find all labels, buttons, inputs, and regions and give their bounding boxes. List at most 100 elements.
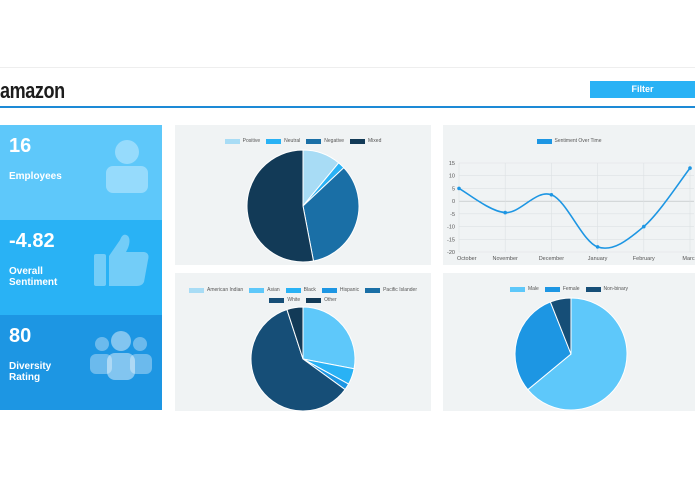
person-icon	[106, 140, 148, 193]
legend-swatch	[189, 288, 204, 293]
legend-swatch	[306, 297, 322, 303]
legend-swatch	[365, 288, 381, 293]
y-tick-label: -15	[447, 237, 455, 243]
x-tick-label: November	[493, 256, 519, 262]
pie-slice-non-binary[interactable]	[549, 297, 572, 355]
stat-label: Employees	[9, 171, 62, 182]
legend-label: Mixed	[368, 138, 382, 144]
legend-label: Non-binary	[603, 286, 628, 292]
legend-label: Black	[303, 287, 316, 293]
legend-item-male[interactable]: Male	[510, 286, 539, 292]
legend-label: Negative	[324, 138, 345, 144]
legend-swatch	[224, 138, 240, 144]
data-point-october[interactable]	[457, 186, 461, 191]
stat-value: 16	[9, 135, 32, 157]
filter-button[interactable]: Filter	[590, 81, 695, 98]
gender-pie-chart	[514, 297, 628, 411]
stat-label: Overall Sentiment	[9, 266, 58, 288]
legend-item-female[interactable]: Female	[544, 286, 580, 292]
legend-swatch	[544, 286, 560, 292]
sentiment-line-card: Sentiment Over Time 15 10 5 0 -5 -10 -15 -20 Oct…	[443, 125, 695, 265]
sentiment-pie-chart	[246, 149, 360, 263]
legend-swatch	[536, 138, 552, 144]
y-tick-label: 5	[452, 186, 455, 192]
top-divider	[0, 67, 695, 68]
legend-swatch	[585, 286, 601, 292]
legend-label: Male	[528, 286, 539, 292]
chart-legend: Male Female Non-binary	[443, 286, 695, 292]
y-tick-label: -10	[447, 225, 455, 231]
data-point-march[interactable]	[688, 166, 692, 170]
header-divider	[0, 106, 695, 108]
legend-item-american-indian[interactable]: American Indian	[189, 286, 243, 296]
data-point-january[interactable]	[595, 245, 600, 249]
data-point-december[interactable]	[549, 192, 554, 197]
legend-item-asian[interactable]: Asian	[249, 286, 280, 296]
pie-slice-white[interactable]	[250, 308, 346, 411]
legend-label: Pacific Islander	[383, 287, 417, 293]
legend-item-white[interactable]: White	[269, 296, 300, 306]
legend-item-positive[interactable]: Positive	[224, 138, 261, 144]
y-tick-label: -20	[447, 250, 455, 256]
pie-slice-male[interactable]	[527, 297, 628, 411]
data-point-february[interactable]	[642, 224, 646, 229]
x-tick-label: October	[457, 256, 477, 262]
sentiment-pie-card: Positive Neutral Negative Mixed	[175, 125, 431, 265]
chart-legend: Sentiment Over Time	[443, 138, 695, 144]
legend-item-mixed[interactable]: Mixed	[350, 138, 381, 144]
legend-item-negative[interactable]: Negative	[306, 138, 344, 144]
legend-swatch	[266, 138, 282, 144]
legend-label: Female	[562, 286, 580, 292]
x-tick-label: January	[588, 256, 608, 262]
legend-item-hispanic[interactable]: Hispanic	[321, 286, 360, 296]
stat-card-overall-sentiment: -4.82 Overall Sentiment	[0, 220, 162, 315]
header: amazon Filter	[0, 70, 695, 106]
legend-label: White	[287, 296, 301, 303]
data-point-november[interactable]	[503, 210, 507, 215]
legend-swatch	[269, 297, 285, 303]
legend-label: Sentiment Over Time	[554, 138, 602, 144]
y-tick-label: 15	[449, 161, 455, 167]
stat-label: Diversity Rating	[9, 361, 52, 383]
pie-slice-mixed[interactable]	[246, 149, 315, 263]
legend-label: Other	[324, 296, 337, 303]
pie-slice-asian[interactable]	[302, 306, 356, 370]
ethnicity-pie-card: American Indian Asian Black Hispanic Pacific…	[175, 273, 431, 411]
legend-item-non-binary[interactable]: Non-binary	[585, 286, 628, 292]
legend-label: Asian	[267, 287, 280, 293]
legend-item-black[interactable]: Black	[285, 286, 316, 296]
legend-label: Neutral	[284, 138, 301, 144]
group-icon	[90, 331, 152, 380]
chart-legend: American Indian Asian Black Hispanic Pacific…	[175, 286, 431, 306]
legend-item-sentiment-over-time[interactable]: Sentiment Over Time	[536, 138, 602, 144]
legend-item-other[interactable]: Other	[306, 296, 337, 306]
legend-item-pacific-islander[interactable]: Pacific Islander	[365, 286, 417, 296]
x-tick-label: December	[539, 256, 565, 262]
pie-slice-negative[interactable]	[302, 166, 360, 262]
legend-label: Hispanic	[339, 287, 360, 293]
legend-swatch	[285, 288, 301, 293]
y-tick-label: 0	[452, 199, 455, 205]
ethnicity-pie-chart	[250, 306, 356, 411]
amazon-logo: amazon	[0, 78, 65, 103]
thumbs-up-icon	[94, 234, 149, 286]
legend-item-neutral[interactable]: Neutral	[266, 138, 300, 144]
y-tick-label: -5	[450, 212, 455, 218]
legend-swatch	[510, 286, 525, 292]
pie-slice-female[interactable]	[514, 301, 572, 391]
stat-card-employees: 16 Employees	[0, 125, 162, 220]
gender-pie-card: Male Female Non-binary	[443, 273, 695, 411]
chart-legend: Positive Neutral Negative Mixed	[175, 138, 431, 144]
y-tick-label: 10	[449, 174, 455, 180]
stat-card-diversity-rating: 80 Diversity Rating	[0, 315, 162, 410]
pie-slice-other[interactable]	[286, 306, 304, 360]
legend-swatch	[321, 288, 337, 293]
stat-value: 80	[9, 325, 32, 347]
legend-label: Positive	[242, 138, 261, 144]
x-tick-label: February	[633, 256, 655, 262]
series-line-sentiment-over-time	[458, 167, 691, 249]
stat-value: -4.82	[9, 230, 55, 252]
legend-label: American Indian	[207, 287, 244, 293]
legend-swatch	[306, 138, 322, 144]
